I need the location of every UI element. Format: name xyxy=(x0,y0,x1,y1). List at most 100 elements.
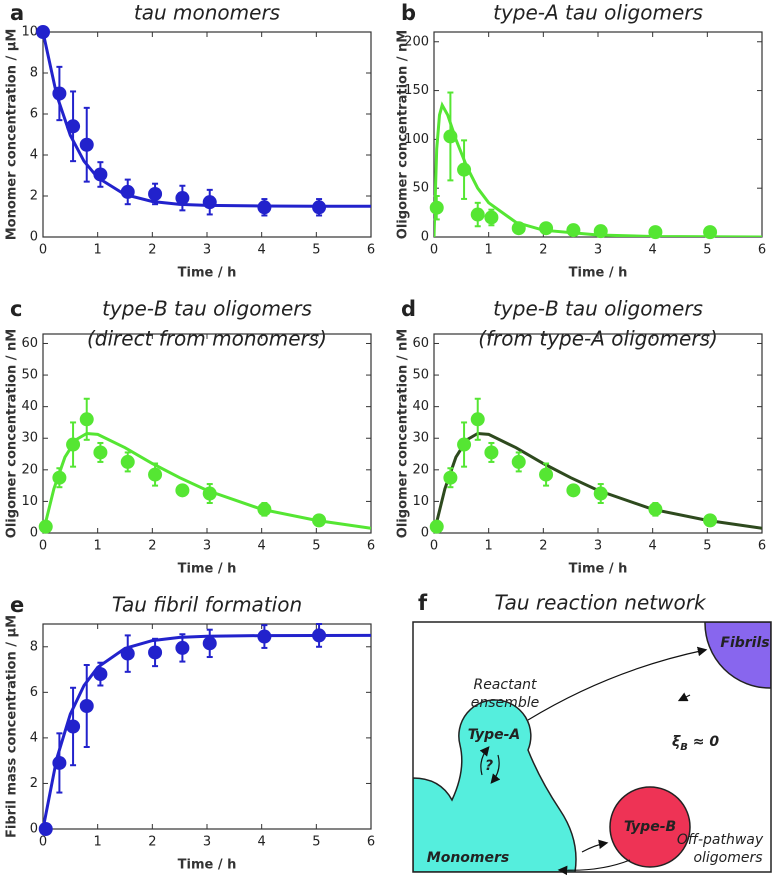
data-point xyxy=(312,628,327,643)
data-point xyxy=(66,437,81,452)
x-tick-label: 0 xyxy=(39,539,47,554)
panel-letter: c xyxy=(10,297,22,321)
data-point xyxy=(148,467,163,482)
y-tick-label: 0 xyxy=(421,526,429,541)
fibrils-shape xyxy=(704,622,771,689)
data-point xyxy=(52,86,67,101)
y-tick-label: 8 xyxy=(30,639,38,654)
panel-letter: e xyxy=(10,593,24,617)
data-point xyxy=(648,225,663,240)
arrow xyxy=(557,859,631,876)
y-tick-label: 6 xyxy=(30,107,38,122)
y-tick-label: 10 xyxy=(412,494,429,509)
x-axis-label: Time / h xyxy=(569,266,628,281)
data-point xyxy=(703,513,718,528)
chart-panel: c type-B tau oligomers(direct from monome… xyxy=(5,297,376,577)
data-point xyxy=(38,822,53,836)
diagram-frame xyxy=(412,621,772,873)
x-tick-label: 5 xyxy=(312,835,320,850)
data-point xyxy=(312,200,327,215)
data-point xyxy=(511,221,526,236)
y-tick-label: 0 xyxy=(30,822,38,837)
data-point xyxy=(202,486,217,501)
diagram-title: Tau reaction network xyxy=(494,591,706,615)
data-point xyxy=(648,502,663,517)
data-point xyxy=(175,191,190,206)
x-axis-label: Time / h xyxy=(569,562,628,577)
chart-title: type-B tau oligomers xyxy=(493,297,703,321)
data-point xyxy=(566,223,581,238)
xi-subscript: B xyxy=(680,742,688,753)
y-tick-label: 30 xyxy=(412,431,429,446)
data-point xyxy=(148,645,163,660)
data-point xyxy=(457,162,472,177)
x-tick-label: 4 xyxy=(258,835,266,850)
data-point xyxy=(511,454,526,469)
y-tick-label: 60 xyxy=(21,336,38,351)
data-point xyxy=(79,137,94,152)
x-tick-label: 2 xyxy=(148,835,156,850)
fit-line xyxy=(434,101,762,237)
data-point xyxy=(36,25,50,39)
y-tick-label: 60 xyxy=(412,336,429,351)
y-axis-label: Oligomer concentration / nM xyxy=(5,329,20,538)
x-axis-label: Time / h xyxy=(178,266,237,281)
x-tick-label: 4 xyxy=(649,243,657,258)
x-tick-label: 6 xyxy=(758,539,766,554)
data-point xyxy=(539,467,554,482)
x-tick-label: 4 xyxy=(649,539,657,554)
x-axis-label: Time / h xyxy=(178,562,237,577)
x-axis-label: Time / h xyxy=(178,858,237,873)
y-tick-label: 10 xyxy=(21,25,38,40)
data-point xyxy=(120,646,135,661)
y-tick-label: 40 xyxy=(412,399,429,414)
y-tick-label: 40 xyxy=(21,399,38,414)
data-point xyxy=(593,224,608,239)
y-tick-label: 30 xyxy=(21,431,38,446)
x-tick-label: 4 xyxy=(258,539,266,554)
y-tick-label: 6 xyxy=(30,685,38,700)
data-point xyxy=(703,225,718,240)
data-point xyxy=(93,445,108,460)
x-tick-label: 3 xyxy=(203,539,211,554)
y-tick-label: 0 xyxy=(30,230,38,245)
arrow xyxy=(527,646,708,721)
data-point xyxy=(79,412,94,427)
x-tick-label: 5 xyxy=(312,243,320,258)
x-tick-label: 5 xyxy=(312,539,320,554)
arrow xyxy=(581,839,609,853)
data-point xyxy=(52,470,67,485)
panel-letter: b xyxy=(401,1,416,25)
y-tick-label: 200 xyxy=(404,34,429,49)
x-tick-label: 1 xyxy=(94,243,102,258)
data-point xyxy=(257,200,272,215)
x-tick-label: 2 xyxy=(539,539,547,554)
y-tick-label: 10 xyxy=(21,494,38,509)
chart-panel: d type-B tau oligomers(from type-A oligom… xyxy=(396,297,767,577)
data-point xyxy=(470,412,485,427)
data-point xyxy=(443,129,458,144)
data-point xyxy=(93,167,108,182)
arrow xyxy=(479,746,490,776)
fit-line xyxy=(43,32,371,208)
data-point xyxy=(93,667,108,682)
data-point xyxy=(429,200,444,215)
y-tick-label: 2 xyxy=(30,189,38,204)
data-point xyxy=(429,519,444,534)
panel-letter: f xyxy=(418,591,428,615)
x-tick-label: 0 xyxy=(430,243,438,258)
plot-frame xyxy=(42,623,372,830)
x-tick-label: 3 xyxy=(594,539,602,554)
x-tick-label: 6 xyxy=(367,243,375,258)
data-point xyxy=(120,454,135,469)
data-point xyxy=(470,207,485,222)
data-point xyxy=(120,184,135,199)
data-point xyxy=(202,195,217,210)
data-point xyxy=(484,210,499,225)
data-point xyxy=(312,513,327,528)
chart-title: Tau fibril formation xyxy=(112,593,302,617)
y-tick-label: 20 xyxy=(21,462,38,477)
y-tick-label: 20 xyxy=(412,462,429,477)
x-tick-label: 6 xyxy=(367,539,375,554)
